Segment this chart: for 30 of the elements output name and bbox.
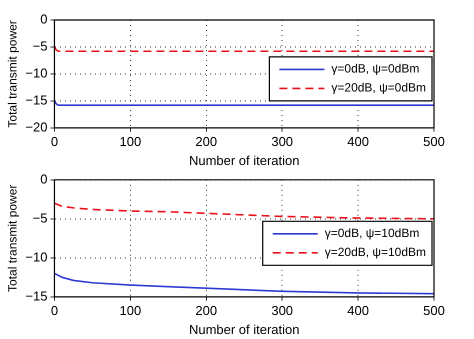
x-tick-label: 300 [271, 303, 294, 318]
x-axis-title: Number of iteration [188, 152, 300, 168]
y-tick-label: 0 [40, 12, 48, 27]
x-axis-title: Number of iteration [188, 322, 300, 337]
y-axis-title: Total transmit power [6, 20, 20, 128]
x-tick-label: 0 [50, 134, 58, 150]
y-tick-label: −5 [32, 38, 48, 54]
line-series [54, 202, 434, 220]
y-tick-label: −10 [25, 65, 48, 80]
x-tick-label: 100 [120, 134, 142, 150]
y-tick-label: −20 [25, 119, 48, 134]
legend-label: γ=0dB, ψ=0dBm [331, 62, 420, 76]
x-tick-label: 200 [195, 134, 218, 150]
x-tick-label: 500 [423, 134, 445, 150]
x-tick-label: 0 [50, 303, 58, 318]
legend-label: γ=20dB, ψ=0dBm [331, 80, 426, 95]
y-tick-label: −5 [32, 210, 48, 226]
y-tick-label: 0 [40, 171, 48, 186]
x-tick-label: 400 [347, 134, 369, 150]
y-axis-title: Total transmit power [6, 184, 20, 292]
x-tick-label: 400 [347, 303, 369, 318]
x-tick-label: 300 [271, 134, 294, 150]
y-tick-label: −15 [25, 92, 48, 108]
x-tick-label: 500 [423, 303, 445, 318]
y-tick-label: −10 [25, 249, 48, 264]
y-tick-label: −15 [25, 288, 48, 304]
legend-label: γ=0dB, ψ=10dBm [324, 226, 420, 240]
x-tick-label: 200 [195, 303, 218, 318]
legend-label: γ=20dB, ψ=10dBm [324, 245, 426, 260]
x-tick-label: 100 [120, 303, 142, 318]
